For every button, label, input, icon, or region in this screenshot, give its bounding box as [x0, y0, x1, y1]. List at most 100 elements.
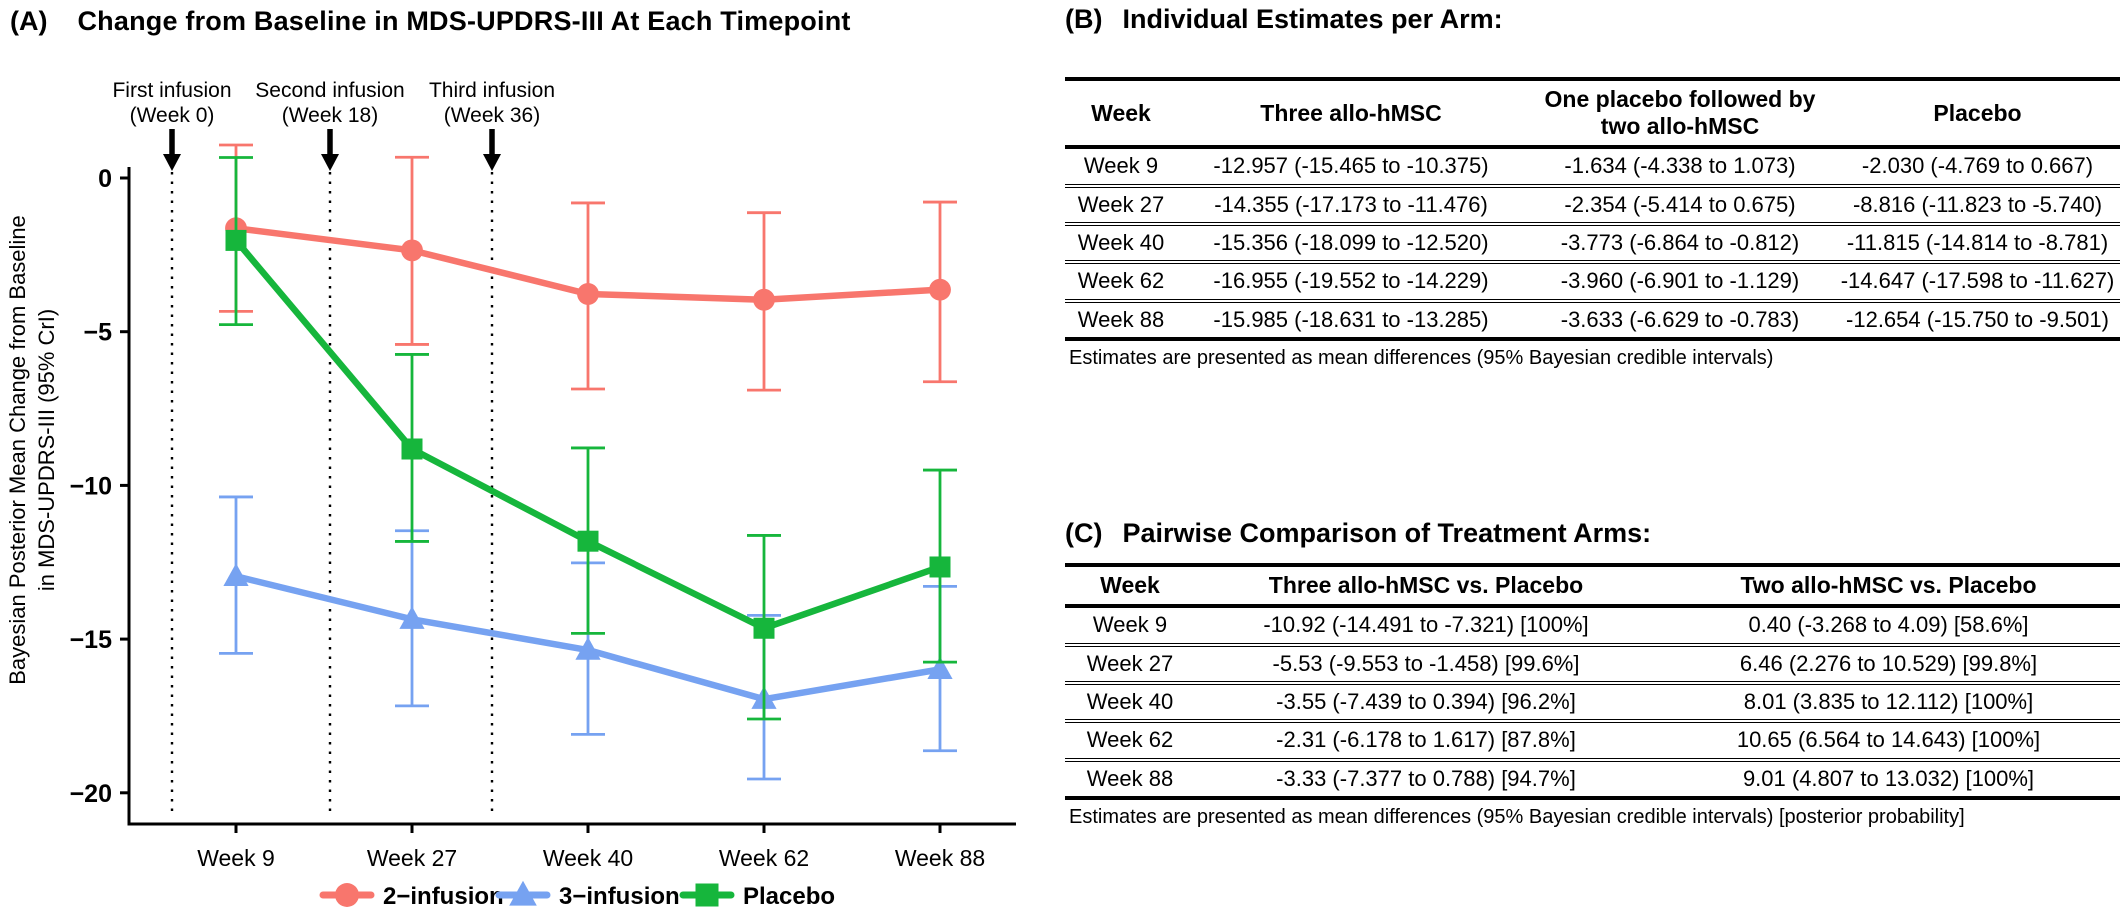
column-header: Two allo-hMSC vs. Placebo	[1740, 572, 2037, 598]
data-point-square-icon	[225, 229, 247, 251]
tables-column: (B) Individual Estimates per Arm: Week Th…	[1065, 0, 2123, 917]
annotation-label-line1: First infusion	[112, 79, 231, 102]
estimate-cell: 6.46 (2.276 to 10.529) [99.8%]	[1657, 642, 2120, 683]
individual-estimates-table: Week Three allo-hMSC One placebo followed …	[1065, 77, 2120, 342]
week-cell: Week 62	[1065, 719, 1195, 760]
estimate-cell: -15.356 (-18.099 to -12.520)	[1177, 222, 1525, 263]
column-header: Week	[1100, 572, 1160, 598]
x-tick-label: Week 62	[719, 845, 809, 871]
legend-label: 2−infusion	[383, 883, 504, 910]
table-row: Week 40 -15.356 (-18.099 to -12.520) -3.77…	[1065, 222, 2120, 263]
table-row: Week 9 -12.957 (-15.465 to -10.375) -1.634…	[1065, 147, 2120, 185]
y-tick-label: −20	[70, 780, 112, 808]
table-row: Week 27 -14.355 (-17.173 to -11.476) -2.35…	[1065, 183, 2120, 225]
data-point-square-icon	[753, 617, 775, 639]
panel-c-label: (C)	[1065, 518, 1103, 548]
x-tick-label: Week 27	[367, 845, 457, 871]
estimate-cell: -16.955 (-19.552 to -14.229)	[1177, 260, 1525, 301]
x-tick-label: Week 40	[543, 845, 633, 871]
estimate-cell: 9.01 (4.807 to 13.032) [100%]	[1657, 757, 2120, 799]
week-cell: Week 9	[1083, 153, 1159, 179]
table-row: Week 27 -5.53 (-9.553 to -1.458) [99.6%] 6…	[1065, 642, 2120, 683]
week-cell: Week 9	[1092, 612, 1168, 638]
infusion-arrowhead-icon	[163, 154, 181, 171]
table-row: Week 9 -10.92 (-14.491 to -7.321) [100%] 0…	[1065, 606, 2120, 644]
week-cell: Week 27	[1065, 642, 1195, 683]
estimate-cell: -8.816 (-11.823 to -5.740)	[1835, 183, 2120, 225]
estimate-cell: -3.33 (-7.377 to 0.788) [94.7%]	[1195, 757, 1657, 799]
week-cell: Week 27	[1065, 183, 1177, 225]
data-point-square-icon	[401, 438, 423, 460]
x-tick-label: Week 88	[895, 845, 985, 871]
infusion-arrowhead-icon	[321, 154, 339, 171]
table-row: Week 62 -2.31 (-6.178 to 1.617) [87.8%] 10…	[1065, 719, 2120, 760]
table-row: Week 62 -16.955 (-19.552 to -14.229) -3.96…	[1065, 260, 2120, 301]
data-point-circle-icon	[577, 283, 599, 305]
x-tick-label: Week 9	[197, 845, 275, 871]
header-row: Week Three allo-hMSC vs. Placebo Two allo-…	[1065, 565, 2120, 607]
y-tick-label: −15	[70, 626, 113, 654]
annotation-label-line2: (Week 0)	[130, 104, 215, 127]
estimate-cell: -12.654 (-15.750 to -9.501)	[1835, 298, 2120, 340]
column-header: Three allo-hMSC	[1260, 99, 1442, 126]
data-point-triangle-icon	[575, 637, 601, 660]
week-cell: Week 88	[1065, 298, 1177, 340]
table-b-footnote: Estimates are presented as mean differen…	[1069, 347, 1774, 370]
estimate-cell: -2.354 (-5.414 to 0.675)	[1525, 183, 1835, 225]
y-axis-label-line2: in MDS-UPDRS-III (95% CrI)	[34, 309, 59, 591]
column-header: One placebo followed by two allo-hMSC	[1544, 86, 1816, 140]
estimate-cell: 8.01 (3.835 to 12.112) [100%]	[1657, 680, 2120, 722]
data-point-triangle-icon	[927, 656, 953, 680]
panel-a-label: (A)	[10, 6, 48, 36]
y-tick-label: −5	[83, 319, 112, 347]
column-header: Three allo-hMSC vs. Placebo	[1268, 572, 1584, 598]
y-tick-label: 0	[98, 165, 112, 193]
table-row: Week 40 -3.55 (-7.439 to 0.394) [96.2%] 8.…	[1065, 680, 2120, 722]
legend-square-icon	[695, 883, 719, 907]
panel-c: (C) Pairwise Comparison of Treatment Arm…	[1065, 518, 2121, 829]
panel-b-title: Individual Estimates per Arm:	[1122, 4, 1503, 34]
estimate-cell: -14.355 (-17.173 to -11.476)	[1177, 183, 1525, 225]
estimate-cell: -1.634 (-4.338 to 1.073)	[1564, 153, 1796, 179]
data-point-circle-icon	[929, 278, 951, 301]
mds-updrs-change-chart: First infusion(Week 0)Second infusion(We…	[5, 79, 1016, 910]
panel-b: (B) Individual Estimates per Arm: Week Th…	[1065, 4, 2121, 370]
y-tick-label: −10	[70, 472, 112, 500]
annotation-label-line1: Second infusion	[255, 79, 404, 102]
infusion-arrowhead-icon	[483, 154, 501, 171]
data-point-triangle-icon	[399, 606, 425, 629]
estimate-cell: -12.957 (-15.465 to -10.375)	[1213, 153, 1489, 179]
estimate-cell: 0.40 (-3.268 to 4.09) [58.6%]	[1748, 612, 2029, 638]
panel-a-title-row: (A) Change from Baseline in MDS-UPDRS-II…	[10, 6, 851, 37]
data-point-square-icon	[929, 556, 951, 578]
estimate-cell: -3.960 (-6.901 to -1.129)	[1525, 260, 1835, 301]
panel-b-label: (B)	[1065, 4, 1103, 34]
column-header: Week	[1091, 99, 1151, 126]
week-cell: Week 40	[1065, 680, 1195, 722]
annotation-label-line2: (Week 18)	[282, 104, 378, 127]
table-c-footnote: Estimates are presented as mean differen…	[1069, 806, 1965, 829]
estimate-cell: 10.65 (6.564 to 14.643) [100%]	[1657, 719, 2120, 760]
column-header: Placebo	[1933, 99, 2022, 126]
panel-c-title: Pairwise Comparison of Treatment Arms:	[1122, 518, 1652, 548]
estimate-cell: -2.030 (-4.769 to 0.667)	[1861, 153, 2094, 179]
panel-c-title-row: (C) Pairwise Comparison of Treatment Arm…	[1065, 518, 2121, 549]
estimate-cell: -5.53 (-9.553 to -1.458) [99.6%]	[1195, 642, 1657, 683]
data-point-circle-icon	[401, 239, 423, 262]
week-cell: Week 88	[1065, 757, 1195, 799]
estimate-cell: -3.773 (-6.864 to -0.812)	[1525, 222, 1835, 263]
table-row: Week 88 -3.33 (-7.377 to 0.788) [94.7%] 9.…	[1065, 757, 2120, 799]
week-cell: Week 40	[1065, 222, 1177, 263]
panel-a: First infusion (Week 0) Second infusion (We…	[0, 0, 1056, 917]
panel-b-title-row: (B) Individual Estimates per Arm:	[1065, 4, 2121, 35]
estimate-cell: -2.31 (-6.178 to 1.617) [87.8%]	[1195, 719, 1657, 760]
annotation-label-line2: (Week 36)	[444, 104, 540, 127]
header-row: Week Three allo-hMSC One placebo followed …	[1065, 79, 2120, 148]
estimate-cell: -10.92 (-14.491 to -7.321) [100%]	[1263, 612, 1589, 638]
week-cell: Week 62	[1065, 260, 1177, 301]
data-point-square-icon	[577, 530, 599, 552]
annotation-label-line1: Third infusion	[429, 79, 555, 102]
legend-label: Placebo	[743, 883, 835, 910]
data-point-triangle-icon	[223, 563, 249, 586]
